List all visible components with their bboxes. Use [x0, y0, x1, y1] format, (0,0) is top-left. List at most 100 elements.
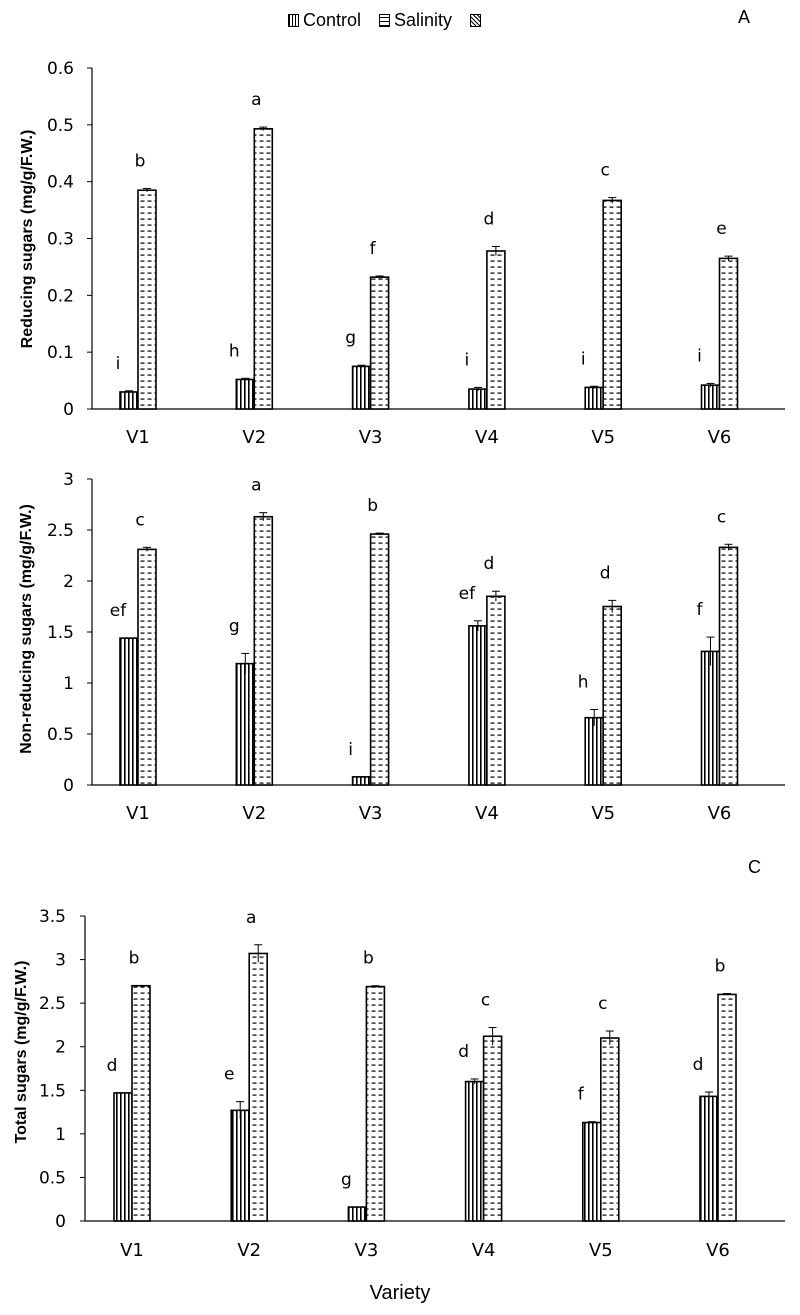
- significance-letter: b: [129, 949, 140, 969]
- bar-salinity-v4: [482, 1035, 503, 1222]
- significance-letter: d: [107, 1056, 118, 1076]
- bar-salinity-v3: [365, 985, 386, 1222]
- legend-item-control: Control: [288, 10, 361, 31]
- bar-control-v1: [113, 1092, 133, 1222]
- bar-salinity-v2: [253, 128, 274, 410]
- significance-letter: ef: [459, 584, 476, 604]
- x-tick-label-v6: V6: [706, 1240, 730, 1261]
- y-tick-label: 0.5: [47, 725, 74, 745]
- x-tick-label-v2: V2: [242, 803, 266, 824]
- significance-letter: d: [484, 554, 495, 574]
- bar-control-v3: [351, 776, 372, 786]
- significance-letter: c: [135, 510, 144, 530]
- significance-letter: d: [484, 209, 495, 229]
- significance-letter: i: [348, 740, 353, 760]
- y-tick-label: 0.3: [47, 230, 74, 250]
- bar-control-v2: [230, 1109, 250, 1222]
- significance-letter: h: [578, 673, 589, 693]
- bar-salinity-v1: [131, 984, 151, 1222]
- significance-letter: f: [697, 600, 704, 620]
- x-tick-label-v5: V5: [591, 427, 615, 448]
- significance-letter: g: [345, 328, 356, 348]
- y-axis-label-b: Non-reducing sugars (mg/g/F.W.): [18, 504, 35, 754]
- x-tick-label-v1: V1: [126, 427, 150, 448]
- significance-letter: i: [581, 349, 586, 369]
- significance-letter: c: [481, 991, 490, 1011]
- significance-letter: c: [601, 161, 610, 181]
- panel-label-c: C: [748, 857, 761, 877]
- reducing-sugars-chart: 0 0.1 0.2 0.3 0.4 0.5 0.6 i b V1 h a V2 g f V3 i d V4 i c V5 i…: [47, 59, 785, 448]
- significance-letter: b: [715, 957, 726, 977]
- x-axis-title: Variety: [369, 1282, 431, 1304]
- x-tick-label-v1: V1: [126, 803, 150, 824]
- significance-letter: e: [716, 219, 726, 239]
- significance-letter: a: [251, 90, 261, 110]
- significance-letter: f: [370, 239, 377, 259]
- x-tick-label-v3: V3: [359, 427, 383, 448]
- bar-control-v6: [700, 384, 721, 410]
- bar-control-v6: [700, 650, 721, 786]
- x-tick-label-v5: V5: [589, 1240, 613, 1261]
- x-tick-label-v2: V2: [237, 1240, 261, 1261]
- y-tick-label: 3: [63, 470, 74, 490]
- significance-letter: c: [717, 507, 726, 527]
- y-tick-label: 3: [55, 951, 66, 971]
- y-tick-label: 1.5: [39, 1081, 66, 1101]
- y-tick-label: 0.5: [39, 1168, 66, 1188]
- significance-letter: a: [246, 908, 256, 928]
- x-tick-label-v6: V6: [708, 803, 732, 824]
- y-tick-label: 0.2: [47, 286, 74, 306]
- bar-control-v1: [119, 637, 139, 786]
- y-tick-label: 0.6: [47, 59, 74, 79]
- y-tick-label: 0: [55, 1212, 66, 1232]
- x-tick-label-v4: V4: [475, 803, 499, 824]
- bar-salinity-v6: [718, 546, 739, 786]
- y-tick-label: 0: [63, 400, 74, 420]
- x-tick-label-v3: V3: [359, 803, 383, 824]
- y-tick-label: 2: [63, 572, 74, 592]
- y-tick-label: 2.5: [39, 994, 66, 1014]
- legend-label-control: Control: [303, 10, 362, 30]
- significance-letter: h: [229, 341, 240, 361]
- significance-letter: d: [693, 1055, 704, 1075]
- y-tick-label: 1: [55, 1125, 66, 1145]
- x-tick-label-v3: V3: [355, 1240, 379, 1261]
- significance-letter: e: [224, 1065, 234, 1085]
- salinity-swatch-icon: [379, 14, 391, 27]
- significance-letter: b: [363, 949, 374, 969]
- control-swatch-icon: [288, 14, 299, 27]
- bar-control-v4: [464, 1080, 485, 1222]
- significance-letter: i: [116, 354, 121, 374]
- significance-letter: c: [598, 994, 607, 1014]
- significance-letter: i: [697, 346, 702, 366]
- bar-control-v5: [581, 1121, 602, 1222]
- bar-control-v3: [351, 365, 372, 410]
- y-tick-label: 0: [63, 776, 74, 796]
- total-sugars-chart: 0 0.5 1 1.5 2 2.5 3 3.5 d b V1 e a V2 g b V3 d c V4 f c V5 d b V6: [39, 907, 785, 1261]
- x-tick-label-v2: V2: [242, 427, 266, 448]
- significance-letter: g: [341, 1170, 352, 1190]
- chart-legend: Control Salinity: [288, 10, 485, 31]
- y-axis-label-c: Total sugars (mg/g/F.W.): [13, 960, 30, 1144]
- bar-salinity-v2: [253, 515, 274, 786]
- checkered-swatch-icon: [470, 14, 482, 27]
- significance-letter: d: [600, 563, 611, 583]
- significance-letter: g: [229, 616, 240, 636]
- y-axis-label-a: Reducing sugars (mg/g/F.W.): [19, 129, 36, 349]
- bar-salinity-v6: [718, 257, 739, 410]
- bar-control-v6: [699, 1095, 719, 1222]
- bar-salinity-v5: [602, 605, 623, 786]
- bar-control-v5: [584, 386, 605, 410]
- y-tick-label: 2.5: [47, 521, 74, 541]
- legend-item-third: [470, 14, 485, 27]
- bar-control-v2: [235, 378, 256, 410]
- x-tick-label-v4: V4: [475, 427, 499, 448]
- panel-label-a: A: [738, 7, 751, 27]
- y-tick-label: 0.4: [47, 173, 74, 193]
- y-tick-label: 1: [63, 674, 74, 694]
- legend-label-salinity: Salinity: [394, 10, 453, 30]
- bar-control-v2: [235, 662, 256, 786]
- significance-letter: a: [251, 476, 261, 496]
- significance-letter: b: [135, 151, 146, 171]
